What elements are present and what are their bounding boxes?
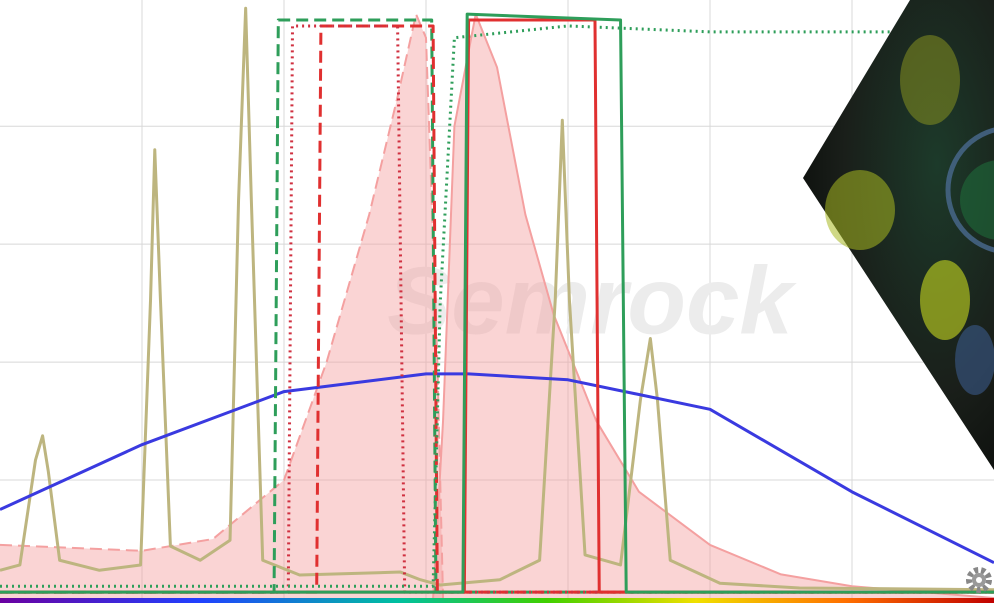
series-line	[0, 18, 994, 594]
watermark: Semrock	[387, 247, 797, 354]
settings-gear[interactable]	[966, 567, 992, 593]
series-line	[0, 24, 895, 588]
series-line	[0, 372, 994, 564]
plot	[0, 6, 994, 599]
area-fill	[0, 14, 444, 598]
micrograph	[803, 0, 994, 470]
area-fill	[433, 14, 994, 598]
series-line	[0, 6, 994, 592]
series-line	[0, 13, 445, 599]
series-line	[0, 12, 994, 594]
spectrum-strip	[0, 598, 994, 603]
